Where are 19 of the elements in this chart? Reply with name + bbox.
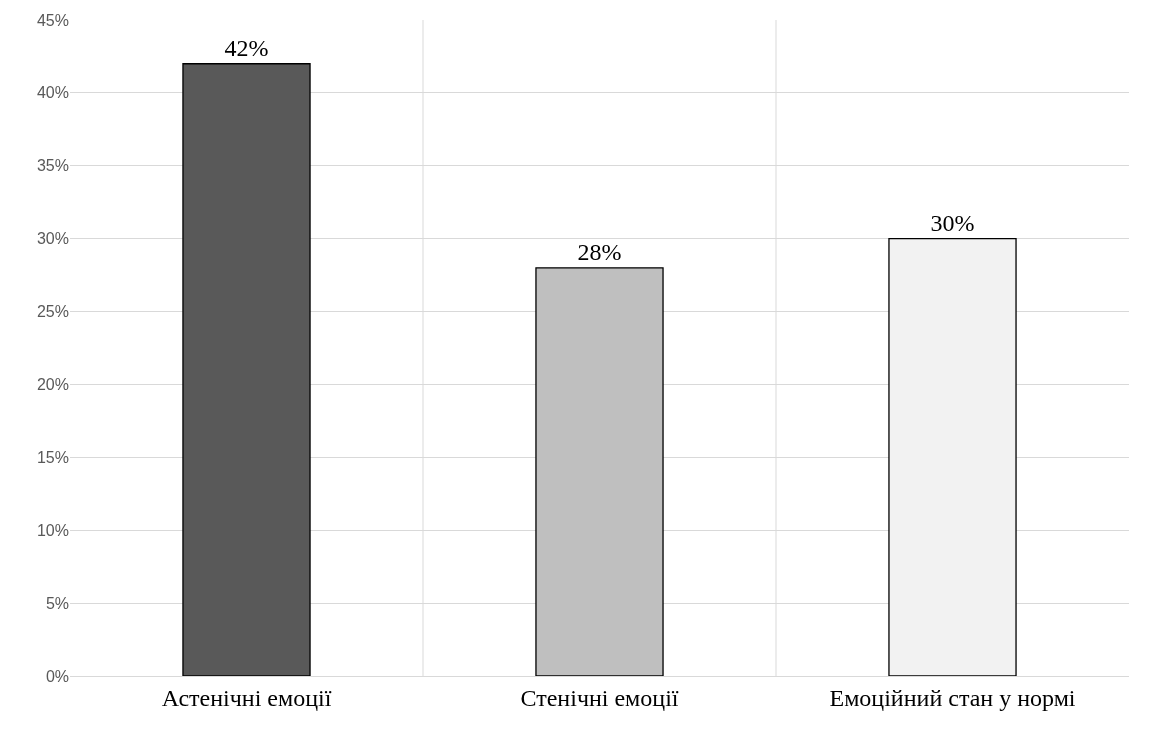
bar	[182, 63, 311, 676]
bar	[888, 238, 1017, 676]
y-tick-label: 0%	[45, 667, 69, 685]
data-label: 28%	[577, 238, 622, 265]
y-tick-label: 30%	[36, 230, 69, 248]
data-label: 30%	[930, 209, 975, 236]
y-tick-label: 35%	[36, 157, 69, 175]
bar	[535, 267, 664, 676]
x-tick-label: Стенічні емоції	[520, 684, 679, 711]
x-tick-label: Емоційний стан у нормі	[829, 684, 1076, 711]
y-tick-label: 25%	[36, 303, 69, 321]
y-tick-label: 15%	[36, 448, 69, 466]
y-tick-label: 5%	[45, 594, 69, 612]
y-tick-label: 45%	[36, 11, 69, 29]
data-label: 42%	[224, 34, 269, 61]
y-tick-label: 10%	[36, 521, 69, 539]
y-tick-label: 20%	[36, 376, 69, 394]
y-tick-label: 40%	[36, 84, 69, 102]
x-tick-label: Астенічні емоції	[161, 684, 332, 711]
